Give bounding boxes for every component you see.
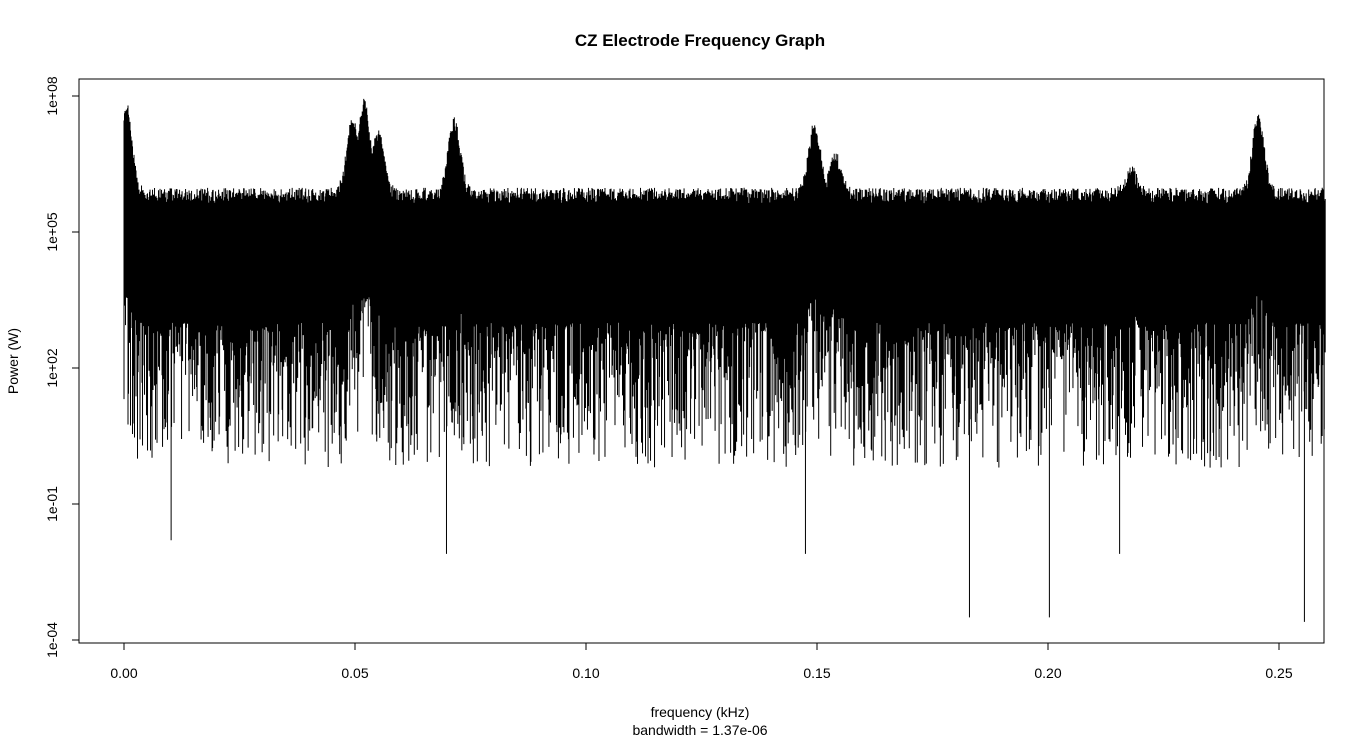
x-tick-label: 0.20 bbox=[1034, 665, 1061, 681]
x-tick-label: 0.15 bbox=[803, 665, 830, 681]
x-tick-label: 0.10 bbox=[572, 665, 599, 681]
y-tick-label: 1e+02 bbox=[44, 348, 60, 388]
x-tick-label: 0.25 bbox=[1265, 665, 1292, 681]
spectrum-core-band bbox=[124, 152, 1326, 303]
y-axis-label: Power (W) bbox=[5, 328, 21, 394]
chart-title: CZ Electrode Frequency Graph bbox=[575, 31, 825, 50]
y-axis: 1e-04 1e-01 1e+02 1e+05 1e+08 bbox=[44, 76, 80, 658]
spectrum-trace bbox=[123, 98, 1326, 622]
x-axis: 0.00 0.05 0.10 0.15 0.20 0.25 bbox=[110, 642, 1293, 681]
x-axis-subtitle: bandwidth = 1.37e-06 bbox=[632, 722, 767, 738]
y-tick-label: 1e+08 bbox=[44, 76, 60, 116]
spectrum-layer bbox=[123, 98, 1326, 622]
y-tick-label: 1e+05 bbox=[44, 212, 60, 252]
x-tick-label: 0.05 bbox=[341, 665, 368, 681]
x-axis-label: frequency (kHz) bbox=[651, 704, 750, 720]
y-tick-label: 1e-04 bbox=[44, 622, 60, 658]
x-tick-label: 0.00 bbox=[110, 665, 137, 681]
y-tick-label: 1e-01 bbox=[44, 486, 60, 522]
